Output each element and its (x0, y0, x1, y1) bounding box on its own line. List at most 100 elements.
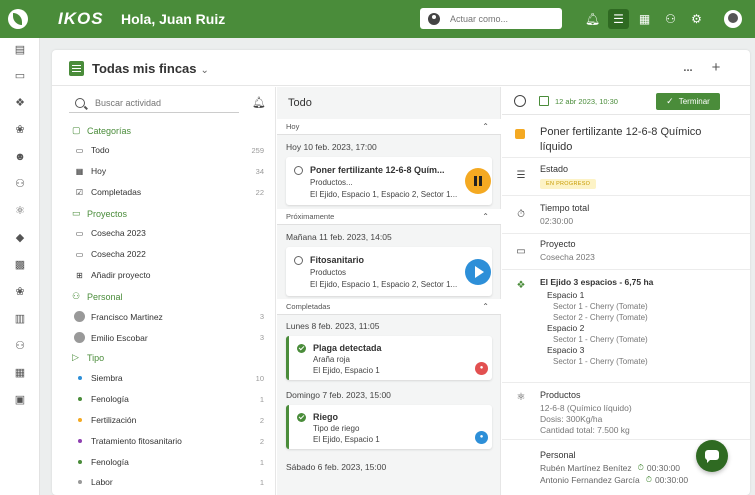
type-count: 1 (259, 394, 264, 404)
task-card[interactable]: Poner fertilizante 12-6-8 Quím... Produc… (286, 157, 492, 205)
stopwatch-icon: ⏱︎ (645, 475, 652, 484)
type-filter[interactable]: Fertilización 2 (74, 415, 264, 425)
espacio-label: Espacio 2 (547, 323, 585, 333)
zona-row: ❖ El Ejido 3 espacios - 6,75 ha Espacio … (502, 270, 750, 383)
calendar-icon[interactable]: ▦ (638, 12, 651, 26)
task-title: Plaga detectada (313, 343, 382, 353)
more-button[interactable]: ... (683, 62, 693, 74)
act-as-input[interactable] (450, 13, 550, 24)
categories-header: ▢ Categorías (72, 125, 131, 136)
group-header-proximamente[interactable]: Próximamente ⌃ (277, 209, 501, 225)
date-heading: Mañana 11 feb. 2023, 14:05 (286, 232, 392, 242)
type-filter[interactable]: Fenología 1 (74, 457, 264, 467)
detail-toolbar: 12 abr 2023, 10:30 ✓ Terminar (502, 87, 750, 115)
type-name: Tratamiento fitosanitario (91, 436, 182, 446)
gear-icon[interactable]: ⚙ (691, 12, 702, 26)
person-entry[interactable]: Rubén Martínez Benítez ⏱︎ 00:30:00 (540, 463, 680, 473)
check-icon: ✓ (666, 96, 674, 106)
project-item[interactable]: ▭ Cosecha 2022 (74, 249, 264, 259)
type-filter[interactable]: Labor 1 (74, 477, 264, 487)
farm-selector[interactable]: Todas mis fincas ⌄ (92, 61, 209, 76)
type-name: Fenología (91, 457, 129, 467)
notes-icon[interactable]: ▣ (14, 394, 26, 406)
thermometer-icon[interactable]: ◆ (15, 232, 25, 244)
calendar-icon[interactable]: ▦ (14, 367, 26, 379)
avatar (74, 311, 85, 322)
document-icon[interactable]: ▭ (14, 70, 26, 82)
zona-title: El Ejido 3 espacios - 6,75 ha (540, 277, 654, 287)
task-card[interactable]: Riego Tipo de riego El Ejido, Espacio 1 … (286, 405, 492, 449)
plant-icon[interactable]: ❀ (15, 124, 25, 136)
brand-logo[interactable]: IKOS (58, 9, 104, 28)
people-icon[interactable]: ⚇ (665, 12, 676, 26)
proyecto-value[interactable]: Cosecha 2023 (540, 252, 595, 262)
date-heading: Domingo 7 feb. 2023, 15:00 (286, 390, 391, 400)
estado-label: Estado (540, 164, 569, 174)
flask-icon[interactable]: ⚛ (15, 205, 25, 217)
task-card[interactable]: Fitosanitario Productos El Ejido, Espaci… (286, 247, 492, 296)
filter-completadas[interactable]: ☑ Completadas 22 (74, 187, 264, 197)
list-icon[interactable]: ☰ (608, 9, 629, 29)
sprout-icon[interactable]: ❀ (15, 286, 25, 298)
status-badge[interactable]: EN PROGRESO (540, 179, 597, 189)
person-time: 00:30:00 (654, 475, 689, 485)
person-filter[interactable]: Emilio Escobar 3 (74, 332, 264, 343)
add-button[interactable]: + (711, 59, 721, 76)
estado-row: ☰ Estado EN PROGRESO (502, 158, 750, 196)
chevron-up-icon: ⌃ (482, 212, 489, 221)
person-filter[interactable]: Francisco Martinez 3 (74, 311, 264, 322)
filter-hoy[interactable]: ▦ Hoy 34 (74, 166, 264, 176)
person-icon: ⚇ (72, 291, 81, 301)
task-location: El Ejido, Espacio 1 (313, 366, 380, 375)
task-date[interactable]: 12 abr 2023, 10:30 (555, 97, 618, 106)
type-count: 10 (255, 373, 264, 383)
sector-label: Sector 2 - Cherry (Tomate) (553, 313, 648, 322)
add-project-button[interactable]: ⊞ Añadir proyecto (74, 270, 264, 280)
calendar-icon: ▦ (75, 166, 84, 176)
group-header-completadas[interactable]: Completadas ⌃ (277, 299, 501, 315)
folder-icon: ▭ (516, 246, 526, 257)
notification-bell-icon[interactable]: 🔔︎ (252, 97, 266, 109)
chart-icon[interactable]: ▥ (14, 313, 26, 325)
pause-button[interactable] (465, 168, 491, 194)
chat-button[interactable] (696, 440, 728, 472)
person-name: Rubén Martínez Benítez (540, 463, 632, 473)
people-icon[interactable]: ⚇ (15, 178, 25, 190)
task-subtitle: Productos (310, 268, 347, 277)
group-icon[interactable]: ☻ (14, 151, 26, 163)
task-status-circle-icon[interactable] (514, 95, 526, 107)
detail-task-title[interactable]: Poner fertilizante 12-6-8 Químico líquid… (540, 126, 702, 153)
truck-icon[interactable]: ▩ (14, 259, 26, 271)
act-as-search[interactable] (420, 8, 562, 29)
task-location: El Ejido, Espacio 1 (313, 435, 380, 444)
personal-label: Personal (87, 291, 123, 302)
task-status-circle-icon[interactable] (294, 256, 303, 265)
filter-completadas-label: Completadas (91, 187, 142, 197)
group-header-hoy[interactable]: Hoy ⌃ (277, 119, 501, 135)
tipo-label: Tipo (87, 352, 105, 363)
project-item[interactable]: ▭ Cosecha 2023 (74, 228, 264, 238)
home-icon[interactable]: ▤ (14, 44, 26, 56)
leaf-logo-icon[interactable] (8, 9, 28, 29)
type-filter[interactable]: Tratamiento fitosanitario 2 (74, 436, 264, 446)
type-filter[interactable]: Siembra 10 (74, 373, 264, 383)
projects-label: Proyectos (87, 208, 128, 219)
finish-button[interactable]: ✓ Terminar (656, 93, 720, 110)
left-rail: ▤ ▭ ❖ ❀ ☻ ⚇ ⚛ ◆ ▩ ❀ ▥ ⚇ ▦ ▣ (0, 38, 40, 495)
task-status-circle-icon[interactable] (294, 166, 303, 175)
person-entry[interactable]: Antonio Fernandez García ⏱︎ 00:30:00 (540, 475, 688, 485)
activity-search[interactable] (69, 93, 239, 113)
team-icon[interactable]: ⚇ (15, 340, 25, 352)
filter-todo[interactable]: ▭ Todo 259 (74, 145, 264, 155)
play-button[interactable] (465, 259, 491, 285)
type-dot-icon (78, 376, 82, 380)
bell-icon[interactable]: 🔔︎ (584, 12, 601, 26)
user-avatar[interactable] (724, 10, 742, 28)
type-filter[interactable]: Fenología 1 (74, 394, 264, 404)
network-icon[interactable]: ❖ (15, 97, 25, 109)
activity-search-input[interactable] (95, 97, 235, 108)
task-card[interactable]: Plaga detectada Araña roja El Ejido, Esp… (286, 336, 492, 380)
stopwatch-icon: ⏱︎ (637, 463, 644, 472)
finish-label: Terminar (678, 97, 710, 106)
farm-title: Todas mis fincas (92, 61, 197, 76)
